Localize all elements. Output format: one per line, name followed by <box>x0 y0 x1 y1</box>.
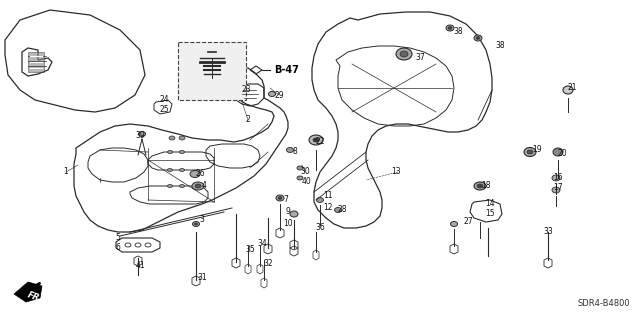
Text: 20: 20 <box>557 149 567 158</box>
Ellipse shape <box>168 168 173 172</box>
Ellipse shape <box>552 175 560 181</box>
FancyBboxPatch shape <box>178 42 246 100</box>
Polygon shape <box>14 282 42 302</box>
Ellipse shape <box>287 147 294 152</box>
Text: 11: 11 <box>323 191 333 201</box>
Text: 15: 15 <box>485 210 495 219</box>
Ellipse shape <box>169 136 175 140</box>
Text: 36: 36 <box>315 224 325 233</box>
Text: 35: 35 <box>245 246 255 255</box>
Ellipse shape <box>474 182 486 190</box>
Text: 12: 12 <box>323 204 333 212</box>
Text: 13: 13 <box>391 167 401 176</box>
Ellipse shape <box>195 184 201 188</box>
Text: 40: 40 <box>301 177 311 187</box>
Text: 31: 31 <box>197 272 207 281</box>
Text: 16: 16 <box>553 174 563 182</box>
Text: 6: 6 <box>116 243 120 253</box>
Text: 22: 22 <box>316 137 324 145</box>
Ellipse shape <box>193 221 200 226</box>
Ellipse shape <box>317 197 323 203</box>
Text: 18: 18 <box>481 181 491 189</box>
Ellipse shape <box>309 135 323 145</box>
Text: 39: 39 <box>135 131 145 140</box>
Text: 2: 2 <box>246 115 250 124</box>
Text: 1: 1 <box>63 167 68 176</box>
Text: FR.: FR. <box>26 290 44 304</box>
Text: 23: 23 <box>241 85 251 94</box>
Ellipse shape <box>563 86 573 94</box>
Ellipse shape <box>179 151 184 153</box>
Text: 5: 5 <box>116 234 120 242</box>
Text: 38: 38 <box>453 27 463 36</box>
Ellipse shape <box>297 176 303 180</box>
Ellipse shape <box>269 92 275 97</box>
Ellipse shape <box>276 195 284 201</box>
Text: 8: 8 <box>292 147 298 157</box>
Text: 24: 24 <box>159 95 169 105</box>
Ellipse shape <box>448 26 452 29</box>
Ellipse shape <box>524 147 536 157</box>
Ellipse shape <box>451 221 458 226</box>
Text: 27: 27 <box>463 217 473 226</box>
Ellipse shape <box>179 184 184 188</box>
Ellipse shape <box>201 76 223 84</box>
Ellipse shape <box>179 168 184 172</box>
Text: 32: 32 <box>263 258 273 268</box>
Text: 29: 29 <box>274 91 284 100</box>
Ellipse shape <box>168 151 173 153</box>
Text: 9: 9 <box>285 207 291 217</box>
Ellipse shape <box>552 187 560 193</box>
Ellipse shape <box>297 166 303 170</box>
Ellipse shape <box>396 48 412 60</box>
Polygon shape <box>250 66 262 74</box>
Text: 17: 17 <box>553 183 563 192</box>
Text: 21: 21 <box>567 84 577 93</box>
Ellipse shape <box>278 197 282 199</box>
Text: 28: 28 <box>337 205 347 214</box>
Ellipse shape <box>446 25 454 31</box>
Ellipse shape <box>168 184 173 188</box>
Text: 30: 30 <box>300 167 310 176</box>
Ellipse shape <box>313 138 319 142</box>
Text: 7: 7 <box>284 196 289 204</box>
Ellipse shape <box>476 36 480 40</box>
Text: B-47: B-47 <box>274 65 299 75</box>
Text: SDR4-B4800: SDR4-B4800 <box>577 299 630 308</box>
Ellipse shape <box>290 211 298 217</box>
Text: 25: 25 <box>159 106 169 115</box>
Ellipse shape <box>179 136 185 140</box>
Text: 14: 14 <box>485 199 495 209</box>
Ellipse shape <box>335 207 342 212</box>
Ellipse shape <box>138 131 145 137</box>
Text: 4: 4 <box>202 182 207 190</box>
Ellipse shape <box>190 170 200 177</box>
Text: 19: 19 <box>532 145 542 153</box>
Ellipse shape <box>195 223 198 225</box>
Text: 41: 41 <box>135 262 145 271</box>
Text: 38: 38 <box>495 41 505 50</box>
Text: 10: 10 <box>283 219 293 228</box>
Text: 37: 37 <box>415 54 425 63</box>
Ellipse shape <box>477 184 483 188</box>
Text: 26: 26 <box>195 169 205 179</box>
Text: 3: 3 <box>200 216 204 225</box>
Text: 34: 34 <box>257 240 267 249</box>
Ellipse shape <box>474 35 482 41</box>
Ellipse shape <box>553 148 563 156</box>
Ellipse shape <box>400 51 408 57</box>
Polygon shape <box>28 52 44 72</box>
Ellipse shape <box>192 182 204 190</box>
Text: 33: 33 <box>543 227 553 236</box>
Text: FR.: FR. <box>22 283 42 301</box>
Ellipse shape <box>527 150 533 154</box>
